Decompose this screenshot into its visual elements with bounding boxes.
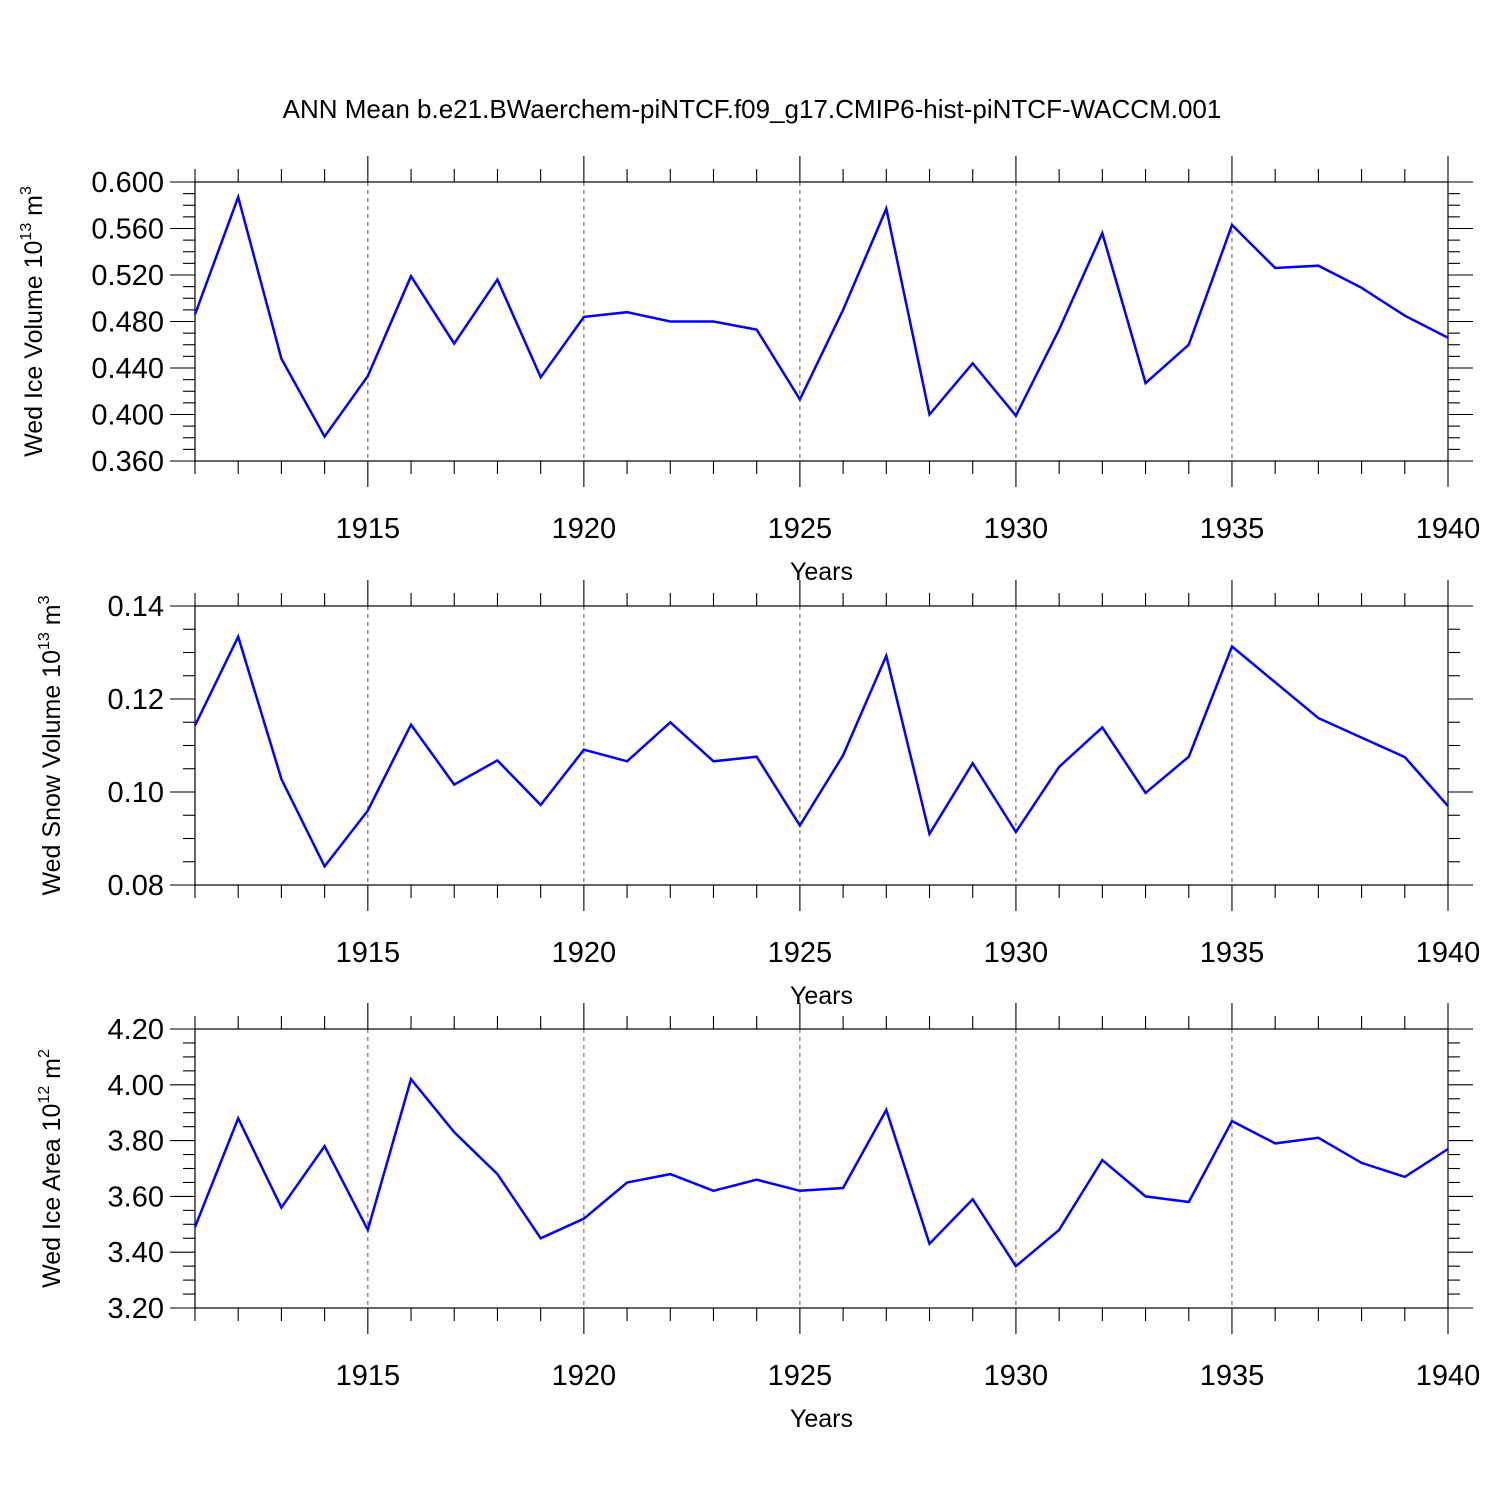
x-tick-label: 1930 (984, 513, 1049, 545)
x-tick-label: 1920 (552, 513, 617, 545)
x-tick-label: 1915 (336, 937, 401, 969)
y-tick-label: 0.400 (91, 400, 164, 432)
x-tick-label: 1940 (1416, 1360, 1481, 1392)
x-tick-label: 1920 (552, 1360, 617, 1392)
y-tick-label: 0.360 (91, 446, 164, 478)
x-tick-label: 1935 (1200, 513, 1265, 545)
panels: 0.360 0.400 0.440 0.480 0.520 0.560 0.600 1915 1… (18, 156, 1480, 1433)
series-line (193, 1076, 1449, 1269)
y-tick-label: 3.20 (108, 1293, 164, 1325)
plot-frame (194, 605, 1449, 886)
x-tick-label: 1930 (984, 1360, 1049, 1392)
y-tick-label: 0.480 (91, 307, 164, 339)
panel-3: 3.20 3.40 3.60 3.80 4.00 4.20 1915 1920 1925 1930… (36, 1003, 1480, 1433)
x-tick-label: 1915 (336, 1360, 401, 1392)
x-tick-label: 1925 (768, 937, 833, 969)
panel-2: 0.08 0.10 0.12 0.14 1915 1920 1925 1930 1935 1940… (36, 580, 1480, 1010)
y-axis-label: Wed Ice Area 1012 m2 (36, 1049, 66, 1288)
x-tick-label: 1930 (984, 937, 1049, 969)
y-tick-label: 0.08 (108, 870, 164, 902)
x-tick-label: 1925 (768, 1360, 833, 1392)
x-tick-label: 1920 (552, 937, 617, 969)
panel-1: 0.360 0.400 0.440 0.480 0.520 0.560 0.600 1915 1… (18, 156, 1480, 586)
series-line (193, 192, 1449, 439)
x-tick-label: 1935 (1200, 937, 1265, 969)
y-tick-label: 0.440 (91, 353, 164, 385)
y-tick-label: 4.00 (108, 1070, 164, 1102)
series-line (193, 633, 1449, 869)
plot-frame (194, 1028, 1449, 1309)
y-axis-label: Wed Ice Volume 1013 m3 (18, 186, 48, 457)
x-tick-label: 1940 (1416, 513, 1481, 545)
figure-title: ANN Mean b.e21.BWaerchem-piNTCF.f09_g17.… (283, 94, 1222, 124)
y-axis-label: Wed Snow Volume 1013 m3 (36, 595, 66, 895)
x-tick-label: 1935 (1200, 1360, 1265, 1392)
y-tick-label: 0.10 (108, 777, 164, 809)
x-tick-label: 1940 (1416, 937, 1481, 969)
y-tick-label: 0.14 (108, 591, 164, 623)
x-tick-label: 1925 (768, 513, 833, 545)
x-axis-label: Years (790, 558, 853, 586)
y-tick-label: 0.520 (91, 260, 164, 292)
y-tick-label: 3.60 (108, 1181, 164, 1213)
y-tick-label: 0.600 (91, 167, 164, 199)
x-tick-label: 1915 (336, 513, 401, 545)
x-axis-label: Years (790, 1405, 853, 1433)
plot-frame (194, 181, 1449, 462)
y-tick-label: 3.80 (108, 1126, 164, 1158)
y-tick-label: 4.20 (108, 1014, 164, 1046)
y-tick-label: 0.12 (108, 684, 164, 716)
y-tick-label: 3.40 (108, 1237, 164, 1269)
x-axis-label: Years (790, 982, 853, 1010)
y-tick-label: 0.560 (91, 214, 164, 246)
